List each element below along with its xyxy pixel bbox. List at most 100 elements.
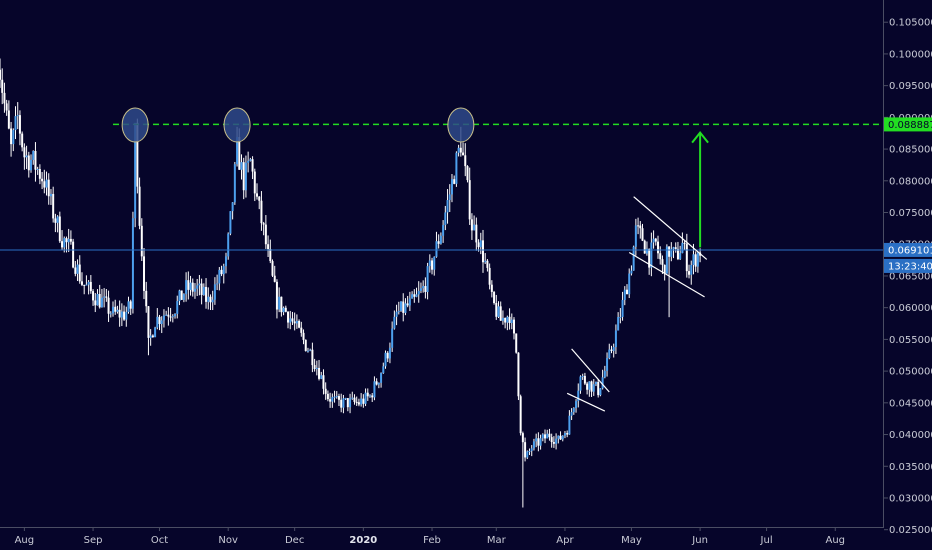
candle-body bbox=[324, 388, 327, 394]
candle-body bbox=[601, 377, 604, 389]
candle-body bbox=[56, 216, 59, 223]
april-flag-lower-line[interactable] bbox=[566, 392, 606, 412]
candle-body bbox=[442, 225, 445, 236]
candle-countdown-badge: 13:23:40 bbox=[888, 261, 932, 272]
current-price-badge-bg bbox=[884, 242, 932, 257]
candle-body bbox=[238, 137, 241, 170]
candle-body bbox=[501, 317, 504, 321]
drawing-annotations[interactable] bbox=[0, 107, 884, 412]
candle-body bbox=[426, 266, 429, 292]
candle-body bbox=[484, 260, 487, 263]
candle-body bbox=[570, 412, 573, 416]
candle-body bbox=[218, 269, 221, 284]
candle-body bbox=[85, 284, 88, 286]
candle-body bbox=[5, 103, 8, 111]
candle-body bbox=[592, 384, 595, 392]
candle-body bbox=[335, 396, 338, 398]
candle-body bbox=[674, 247, 677, 249]
candle-body bbox=[160, 320, 163, 324]
y-tick-label: 0.07500000 bbox=[889, 208, 932, 219]
candle-body bbox=[231, 202, 234, 212]
candle-body bbox=[431, 260, 434, 270]
y-tick-label: 0.08000000 bbox=[889, 176, 932, 187]
plot-area[interactable] bbox=[0, 39, 884, 508]
candle-body bbox=[373, 381, 376, 398]
time-axis[interactable]: Aug Sep Oct Nov Dec 2020 Feb Mar Apr May Jun Jul Aug bbox=[15, 527, 845, 546]
candle-body bbox=[284, 307, 287, 312]
candle-body bbox=[143, 256, 146, 291]
candle-body bbox=[588, 381, 591, 390]
candle-body bbox=[340, 399, 343, 408]
candle-countdown-badge-bg bbox=[884, 258, 932, 273]
candle-body bbox=[129, 301, 132, 309]
candle-body bbox=[645, 248, 648, 254]
april-flag-upper-line[interactable] bbox=[571, 348, 610, 393]
candle-body bbox=[271, 261, 274, 276]
candle-body bbox=[384, 352, 387, 367]
candle-body bbox=[473, 224, 476, 231]
candle-body bbox=[131, 218, 134, 309]
candle-body bbox=[58, 216, 61, 242]
may-flag-upper-line[interactable] bbox=[633, 196, 708, 260]
candle-body bbox=[247, 160, 250, 163]
target-arrow-head[interactable] bbox=[691, 130, 709, 144]
candle-body bbox=[630, 270, 633, 274]
candle-body bbox=[76, 264, 79, 274]
candle-body bbox=[342, 398, 345, 408]
candle-body bbox=[437, 241, 440, 244]
candle-body bbox=[337, 396, 340, 400]
candle-body bbox=[65, 238, 68, 243]
candle-body bbox=[207, 296, 210, 302]
candle-body bbox=[643, 240, 646, 254]
resistance-test-circle[interactable] bbox=[223, 107, 251, 143]
candle-body bbox=[575, 401, 578, 409]
candle-body bbox=[78, 264, 81, 282]
candle-body bbox=[486, 260, 489, 268]
candle-body bbox=[98, 293, 101, 308]
candle-body bbox=[94, 300, 97, 306]
candle-body bbox=[100, 297, 103, 308]
candle-body bbox=[136, 122, 139, 187]
candle-body bbox=[32, 150, 35, 160]
candle-body bbox=[397, 310, 400, 312]
may-flag-lower-line[interactable] bbox=[628, 251, 705, 298]
candle-body bbox=[260, 200, 263, 224]
candle-body bbox=[315, 367, 318, 370]
candle-body bbox=[213, 284, 216, 300]
candle-body bbox=[566, 433, 569, 435]
candle-body bbox=[262, 223, 265, 225]
y-tick-label: 0.05000000 bbox=[889, 367, 932, 378]
candle-body bbox=[672, 247, 675, 249]
candle-body bbox=[264, 224, 267, 245]
candle-body bbox=[632, 246, 635, 271]
resistance-test-circle[interactable] bbox=[121, 107, 149, 143]
candle-body bbox=[185, 280, 188, 295]
candle-body bbox=[371, 395, 374, 398]
candle-body bbox=[69, 238, 72, 242]
candle-body bbox=[298, 320, 301, 328]
candle-body bbox=[637, 225, 640, 227]
candle-body bbox=[623, 289, 626, 300]
candle-body bbox=[599, 388, 602, 396]
candle-body bbox=[287, 311, 290, 323]
candle-body bbox=[289, 318, 292, 323]
candle-body bbox=[92, 291, 95, 301]
candle-body bbox=[411, 294, 414, 299]
candle-body bbox=[413, 294, 416, 297]
candle-body bbox=[555, 438, 558, 444]
candle-body bbox=[306, 350, 309, 352]
candle-body bbox=[510, 319, 513, 323]
candle-body bbox=[21, 133, 24, 148]
candle-body bbox=[597, 381, 600, 396]
candle-body bbox=[550, 437, 553, 443]
candle-body bbox=[216, 283, 219, 285]
candle-body bbox=[27, 155, 30, 171]
candle-body bbox=[462, 152, 465, 156]
candle-body bbox=[47, 179, 50, 197]
candle-body bbox=[125, 311, 128, 320]
candle-body bbox=[158, 316, 161, 324]
candle-body bbox=[382, 366, 385, 374]
y-tick-label: 0.03000000 bbox=[889, 493, 932, 504]
resistance-test-circle[interactable] bbox=[447, 107, 475, 143]
